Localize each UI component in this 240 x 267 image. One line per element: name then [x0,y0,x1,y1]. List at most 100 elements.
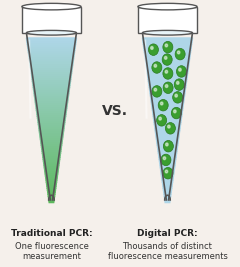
Circle shape [148,44,158,56]
Polygon shape [153,114,182,116]
Polygon shape [157,141,178,143]
Circle shape [157,115,167,126]
Polygon shape [143,42,192,44]
Polygon shape [158,149,177,151]
Polygon shape [30,67,72,69]
Circle shape [161,154,171,166]
Polygon shape [30,65,73,67]
Polygon shape [146,61,189,63]
Polygon shape [153,112,182,114]
Polygon shape [42,147,61,149]
Polygon shape [44,168,59,170]
Polygon shape [28,52,74,54]
Polygon shape [161,170,174,172]
Polygon shape [160,162,175,163]
Circle shape [152,86,162,97]
Circle shape [165,70,168,73]
Polygon shape [150,89,185,92]
Ellipse shape [143,30,192,35]
Circle shape [175,48,185,60]
Polygon shape [152,110,183,112]
Polygon shape [33,87,70,89]
Polygon shape [31,71,72,73]
Polygon shape [152,108,183,110]
Polygon shape [150,92,185,93]
Polygon shape [35,102,68,104]
Polygon shape [34,92,69,93]
Polygon shape [156,137,179,139]
Polygon shape [41,141,62,143]
Polygon shape [48,194,55,197]
Polygon shape [148,77,187,79]
Polygon shape [45,170,58,172]
Circle shape [164,56,167,59]
Polygon shape [44,166,59,168]
Circle shape [168,125,170,128]
Polygon shape [45,172,58,174]
Polygon shape [162,178,173,180]
Circle shape [175,94,177,97]
Polygon shape [146,65,189,67]
Polygon shape [28,48,75,50]
Circle shape [177,51,180,54]
Polygon shape [163,190,171,192]
Polygon shape [29,54,74,57]
Polygon shape [161,172,174,174]
Circle shape [174,79,184,90]
Polygon shape [30,63,73,65]
Circle shape [163,41,173,53]
Polygon shape [45,174,58,176]
Polygon shape [34,93,69,96]
Polygon shape [165,201,170,203]
Polygon shape [157,147,177,149]
Polygon shape [158,153,177,155]
Polygon shape [160,163,175,166]
Polygon shape [144,50,191,52]
Polygon shape [151,98,184,100]
Polygon shape [31,75,71,77]
Circle shape [179,68,181,71]
Polygon shape [38,122,65,124]
Polygon shape [46,178,57,180]
Polygon shape [27,42,76,44]
Polygon shape [162,180,173,182]
Polygon shape [44,163,59,166]
Polygon shape [29,58,74,61]
Polygon shape [149,85,186,87]
Polygon shape [144,52,191,54]
Polygon shape [31,73,72,75]
Circle shape [158,100,168,111]
Polygon shape [149,83,186,85]
Circle shape [171,107,181,119]
Circle shape [163,68,173,79]
Polygon shape [163,184,172,186]
Polygon shape [27,40,76,42]
Polygon shape [147,69,188,71]
Polygon shape [149,87,186,89]
Polygon shape [32,79,71,81]
Polygon shape [36,110,66,112]
Text: One fluorescence
measurement: One fluorescence measurement [14,242,88,261]
Polygon shape [143,44,192,46]
Polygon shape [40,139,63,141]
Polygon shape [39,127,64,128]
Circle shape [176,66,186,77]
Circle shape [161,102,163,105]
Polygon shape [35,100,68,102]
Circle shape [154,88,157,91]
Circle shape [166,143,168,146]
Polygon shape [154,118,181,120]
Polygon shape [43,162,60,163]
Polygon shape [164,192,171,194]
Polygon shape [48,198,54,201]
Polygon shape [151,100,184,102]
Polygon shape [163,188,172,190]
Circle shape [173,92,183,103]
Polygon shape [48,190,55,192]
Text: VS.: VS. [102,104,128,118]
Polygon shape [41,145,62,147]
Circle shape [163,140,173,152]
Polygon shape [155,128,180,131]
Polygon shape [144,46,191,48]
Polygon shape [165,198,170,201]
